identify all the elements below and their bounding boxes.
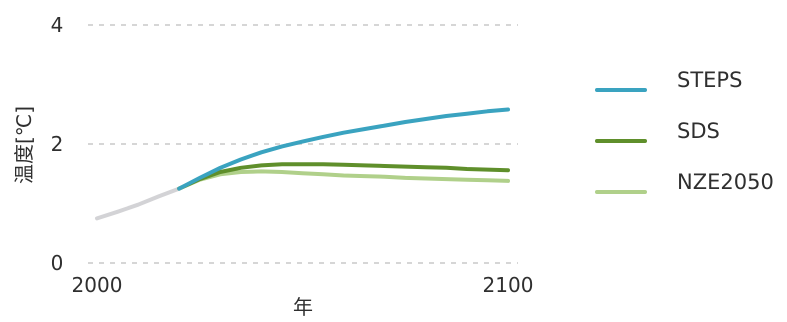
x-tick-label: 2000 <box>72 273 123 297</box>
gridlines <box>88 24 518 264</box>
series-line-nze2050 <box>177 169 510 191</box>
legend-label-steps: STEPS <box>677 68 742 92</box>
y-tick-label: 4 <box>51 13 64 37</box>
history-line <box>95 186 182 221</box>
y-axis-title: 温度[℃] <box>12 106 36 184</box>
x-axis-tick-labels: 2000 2100 <box>72 273 534 297</box>
y-axis-tick-labels: 0 2 4 <box>51 13 64 275</box>
x-tick-label: 2100 <box>483 273 534 297</box>
legend: STEPS SDS NZE2050 <box>595 68 774 194</box>
legend-label-sds: SDS <box>677 119 720 143</box>
series-line-steps <box>177 107 510 191</box>
legend-label-nze2050: NZE2050 <box>677 170 774 194</box>
y-tick-label: 2 <box>51 132 64 156</box>
y-tick-label: 0 <box>51 251 64 275</box>
plot-lines <box>95 107 510 221</box>
series-line-sds <box>177 162 510 191</box>
x-axis-title: 年 <box>293 295 313 319</box>
